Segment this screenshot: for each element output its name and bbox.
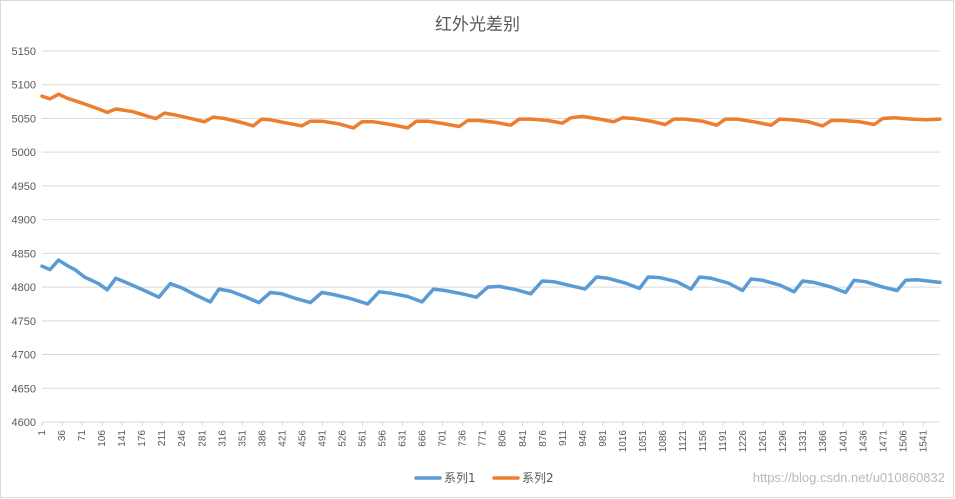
x-tick-label: 946 [578, 430, 589, 447]
series-line-2 [40, 92, 942, 130]
x-tick-label: 771 [478, 430, 489, 447]
y-tick-label: 4900 [12, 215, 36, 227]
x-tick-label: 1191 [718, 430, 729, 452]
x-tick-label: 841 [518, 430, 529, 447]
x-tick-label: 1156 [698, 430, 709, 452]
x-tick-label: 421 [277, 430, 288, 447]
x-tick-label: 701 [438, 430, 449, 447]
x-tick-label: 1261 [758, 430, 769, 453]
x-tick-label: 281 [197, 430, 208, 447]
x-tick-label: 211 [157, 430, 168, 446]
x-tick-label: 1506 [898, 430, 909, 453]
y-tick-label: 5150 [12, 46, 36, 58]
x-tick-label: 1471 [878, 430, 889, 453]
x-tick-label: 1121 [678, 430, 689, 452]
x-tick-label: 106 [97, 430, 108, 447]
x-tick-label: 1296 [778, 430, 789, 453]
x-tick-label: 1401 [838, 430, 849, 453]
x-tick-label: 666 [418, 430, 429, 447]
x-tick-label: 876 [538, 430, 549, 447]
x-tick-label: 351 [237, 430, 248, 447]
chart-title: 红外光差别 [435, 15, 520, 35]
x-tick-label: 911 [558, 430, 569, 446]
x-tick-label: 596 [378, 430, 389, 447]
y-tick-label: 4600 [12, 417, 36, 429]
x-tick-label: 1 [37, 430, 48, 436]
x-tick-label: 1051 [638, 430, 649, 453]
x-tick-label: 1016 [618, 430, 629, 453]
x-tick-label: 316 [217, 430, 228, 447]
x-tick-label: 561 [358, 430, 369, 447]
x-tick-label: 1541 [918, 430, 929, 453]
x-tick-label: 176 [137, 430, 148, 447]
series-line-1 [40, 258, 942, 306]
watermark: https://blog.csdn.net/u010860832 [752, 470, 945, 485]
y-tick-label: 4850 [12, 248, 36, 260]
x-tick-label: 526 [337, 430, 348, 447]
legend-label-2: 系列2 [522, 471, 554, 485]
y-tick-label: 4950 [12, 181, 36, 193]
x-tick-label: 1366 [818, 430, 829, 453]
legend-label-1: 系列1 [444, 471, 476, 485]
y-tick-label: 5100 [12, 80, 36, 92]
x-tick-label: 36 [57, 430, 68, 442]
y-tick-label: 4650 [12, 383, 36, 395]
x-tick-label: 981 [598, 430, 609, 447]
x-tick-label: 1436 [858, 430, 869, 453]
x-tick-label: 1226 [738, 430, 749, 453]
x-tick-label: 491 [317, 430, 328, 447]
x-tick-label: 736 [458, 430, 469, 447]
x-tick-label: 71 [77, 430, 88, 442]
y-tick-label: 5000 [12, 147, 36, 159]
x-tick-label: 386 [257, 430, 268, 447]
x-tick-label: 141 [117, 430, 128, 447]
x-tick-label: 631 [398, 430, 409, 447]
x-tick-label: 1086 [658, 430, 669, 453]
x-tick-label: 246 [177, 430, 188, 447]
y-tick-label: 4750 [12, 316, 36, 328]
x-tick-label: 1331 [798, 430, 809, 453]
y-tick-label: 5050 [12, 113, 36, 125]
x-tick-label: 806 [498, 430, 509, 447]
y-tick-label: 4700 [12, 350, 36, 362]
x-tick-label: 456 [297, 430, 308, 447]
y-tick-label: 4800 [12, 282, 36, 294]
